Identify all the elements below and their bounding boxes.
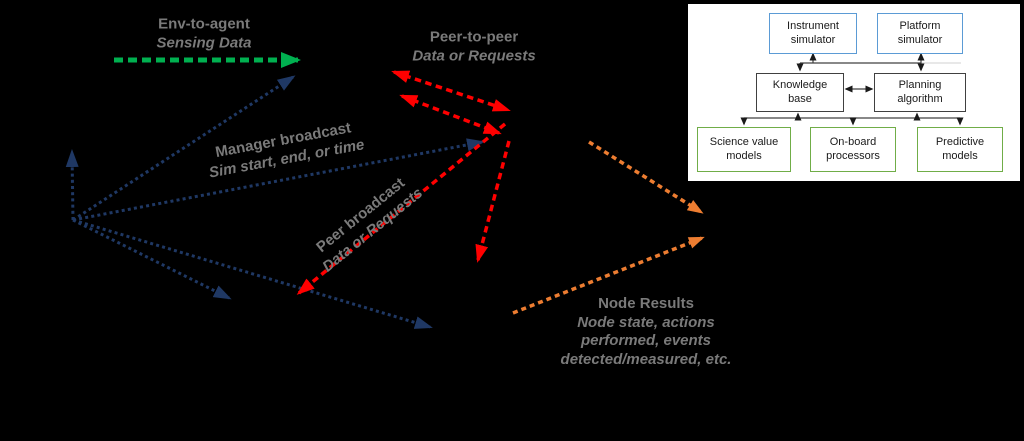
platform-simulator-label-2: simulator [897,33,943,46]
manager-broadcast-arrow-up [65,149,79,221]
science-value-models-label-2: models [726,149,762,162]
peer-broadcast-arrow [296,122,507,295]
science-value-models-box: Science value models [697,127,791,172]
manager-broadcast-arrow-downright-short [72,218,232,300]
planning-algorithm-label-1: Planning [898,79,942,91]
inset-connector-layer [740,52,964,126]
instrument-simulator-label-1: Instrument [787,20,839,32]
platform-simulator-label-1: Platform [899,20,941,32]
peer-to-peer-arrow-1 [391,70,511,112]
peer-to-peer-subtitle: Data or Requests [412,47,536,64]
science-value-models-label-1: Science value [709,136,779,148]
predictive-models-label-2: models [942,149,978,162]
on-board-processors-label-1: On-board [829,136,877,148]
knowledge-base-box: Knowledge base [756,73,844,112]
manager-broadcast-arrow-downright-long [72,218,433,329]
knowledge-base-label-2: base [788,92,812,105]
env-to-agent-label: Env-to-agent Sensing Data [156,16,251,53]
env-to-agent-title: Env-to-agent [158,15,250,33]
on-board-processors-box: On-board processors [810,127,896,172]
planning-algorithm-label-2: algorithm [897,92,943,105]
on-board-processors-label-2: processors [826,149,880,162]
instrument-simulator-label-2: simulator [790,33,836,46]
peer-to-peer-title: Peer-to-peer [429,28,519,46]
platform-simulator-box: Platform simulator [877,13,963,54]
peer-to-peer-label: Peer-to-peer Data or Requests [412,29,535,66]
node-results-arrow-upper [588,140,704,214]
node-results-arrow-lower [512,236,705,315]
planning-algorithm-box: Planning algorithm [874,73,966,112]
knowledge-base-label-1: Knowledge [772,79,828,91]
inset-panel: Instrument simulator Platform simulator … [686,2,1022,183]
node-results-label: Node Results Node state, actions perform… [561,295,732,369]
node-results-title: Node Results [598,295,694,312]
peer-broadcast-arrow-down [475,140,511,263]
predictive-models-box: Predictive models [917,127,1003,172]
instrument-simulator-box: Instrument simulator [769,13,857,54]
node-results-line-3: detected/measured, etc. [560,350,732,368]
env-to-agent-subtitle: Sensing Data [156,34,252,51]
node-results-line-2: performed, events [580,332,712,349]
predictive-models-label-1: Predictive [935,136,985,148]
manager-broadcast-arrow-upright [72,75,296,222]
peer-to-peer-arrow-2 [399,94,502,135]
manager-broadcast-arrow-to-hub [72,138,485,222]
node-results-line-1: Node state, actions [577,313,715,331]
